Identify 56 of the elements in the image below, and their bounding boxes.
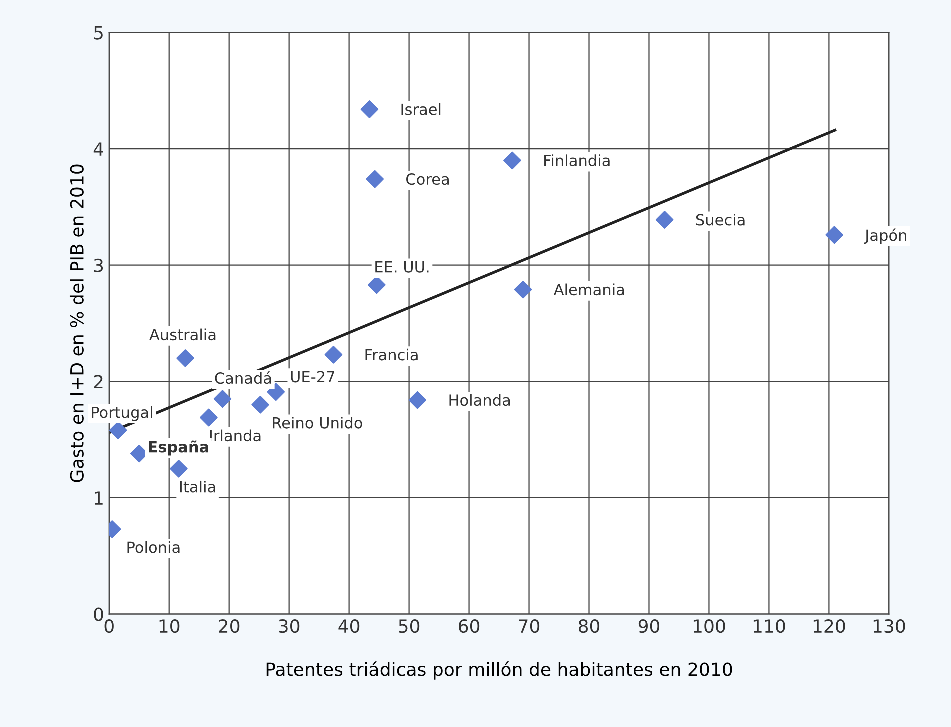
annotation: Australia [150, 328, 216, 341]
annotation: Finlandia [544, 154, 610, 166]
y-tick-label: 1 [95, 492, 103, 505]
annotation: Francia [366, 348, 418, 361]
annotation: Reino Unido [273, 416, 362, 429]
x-tick-label: 110 [754, 619, 786, 634]
x-tick-label: 120 [814, 619, 846, 634]
annotation: Israel [402, 103, 441, 116]
y-tick-label: 3 [94, 258, 104, 272]
point [170, 460, 188, 478]
x-tick-label: 70 [519, 619, 540, 634]
point [109, 422, 128, 440]
point [368, 276, 386, 294]
x-tick-label: 40 [338, 619, 360, 634]
x-tick-label: 80 [578, 619, 600, 634]
annotation: Portugal [92, 406, 152, 422]
point [252, 396, 270, 414]
x-tick-label: 20 [219, 619, 240, 634]
x-tick-label: 10 [160, 619, 180, 634]
annotation: Corea [406, 174, 449, 186]
point [214, 390, 232, 408]
y-tick-label: 0 [94, 608, 104, 622]
y-tick-label: 5 [94, 26, 103, 40]
x-tick-label: 0 [104, 619, 114, 634]
x-tick-label: 100 [694, 619, 726, 634]
point [324, 346, 343, 364]
point [826, 226, 844, 244]
x-axis-title: Patentes triádicas por millón de habitantes en 2010 [266, 662, 732, 680]
y-axis-title: Gasto en I+D en % del PIB en 2010 [70, 164, 84, 482]
point [176, 350, 194, 368]
x-tick-label: 50 [399, 619, 420, 634]
y-tick-label: 4 [94, 142, 104, 156]
annotation: Polonia [128, 541, 180, 554]
annotation: UE-27 [291, 371, 334, 383]
annotation: Holanda [450, 394, 510, 406]
point [408, 391, 427, 410]
annotation: Italia [180, 480, 216, 493]
point [514, 280, 532, 299]
point [360, 100, 379, 118]
point [656, 211, 674, 229]
annotation: Canadá [215, 372, 272, 384]
x-tick-label: 130 [874, 619, 906, 634]
annotation: Japón [864, 228, 906, 244]
y-tick-label: 2 [94, 375, 103, 389]
annotation: España [149, 440, 208, 456]
annotation: Alemania [554, 284, 624, 296]
point [366, 170, 384, 188]
annotation: Irlanda [210, 430, 261, 442]
x-tick-label: 90 [638, 619, 660, 634]
point [267, 383, 286, 402]
x-tick-label: 60 [459, 619, 480, 634]
annotation: EE. UU. [376, 262, 429, 273]
x-tick-label: 30 [279, 619, 300, 634]
point [200, 408, 218, 427]
point [504, 152, 522, 170]
annotation: Suecia [696, 214, 745, 226]
